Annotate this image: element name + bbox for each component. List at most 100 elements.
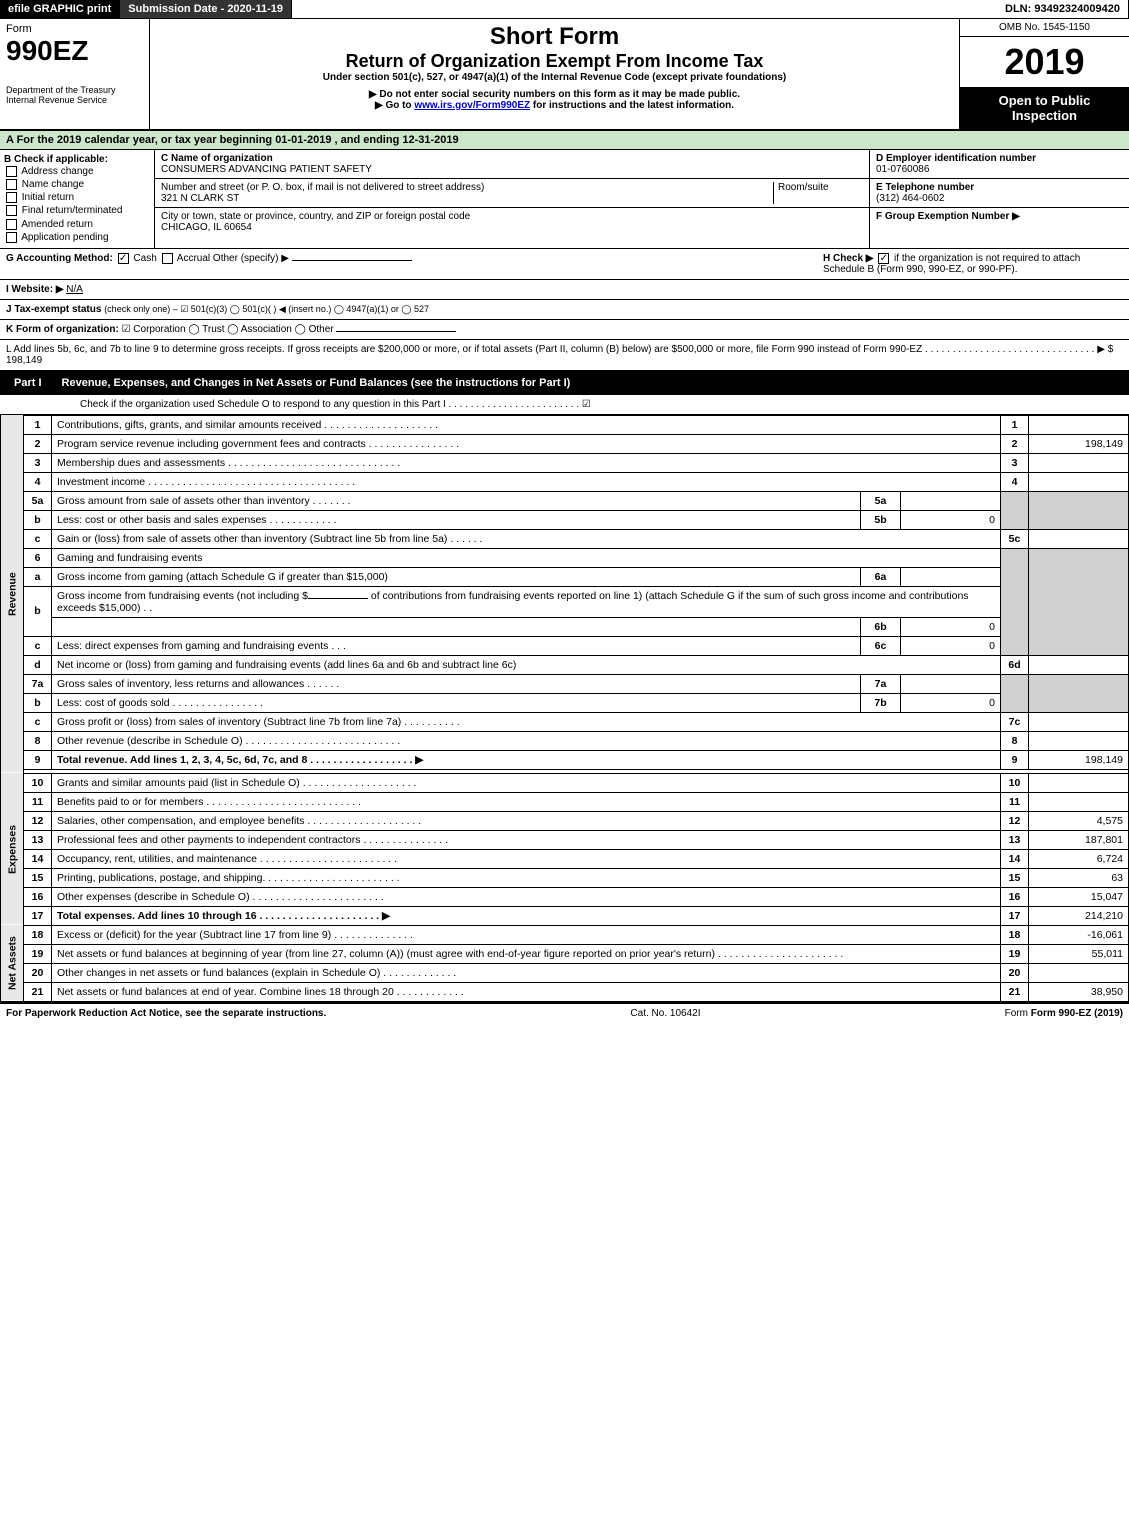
cash-label: Cash <box>133 253 156 264</box>
section-j-detail: (check only one) – ☑ 501(c)(3) ◯ 501(c)(… <box>104 304 429 314</box>
section-d: D Employer identification number 01-0760… <box>870 150 1129 179</box>
line-12: 12 Salaries, other compensation, and emp… <box>1 811 1129 830</box>
line-17-ref: 17 <box>1001 906 1029 925</box>
line-7b-sub: 7b <box>861 693 901 712</box>
check-name-change[interactable]: Name change <box>4 178 150 191</box>
line-4-text: Investment income . . . . . . . . . . . … <box>52 472 1001 491</box>
line-11-text: Benefits paid to or for members . . . . … <box>52 792 1001 811</box>
addr-label: Number and street (or P. O. box, if mail… <box>161 182 773 193</box>
line-2-amt: 198,149 <box>1029 434 1129 453</box>
form-header: Form 990EZ Department of the Treasury In… <box>0 19 1129 131</box>
line-7c-num: c <box>24 712 52 731</box>
info-block: B Check if applicable: Address change Na… <box>0 150 1129 249</box>
footer-left: For Paperwork Reduction Act Notice, see … <box>6 1008 326 1019</box>
line-5c: c Gain or (loss) from sale of assets oth… <box>1 529 1129 548</box>
line-9: 9 Total revenue. Add lines 1, 2, 3, 4, 5… <box>1 750 1129 769</box>
line-5a: 5a Gross amount from sale of assets othe… <box>1 491 1129 510</box>
line-12-amt: 4,575 <box>1029 811 1129 830</box>
line-6c: c Less: direct expenses from gaming and … <box>1 636 1129 655</box>
omb-number: OMB No. 1545-1150 <box>960 19 1129 37</box>
open-public-inspection: Open to Public Inspection <box>960 87 1129 129</box>
line-6-text: Gaming and fundraising events <box>52 548 1001 567</box>
line-16: 16 Other expenses (describe in Schedule … <box>1 887 1129 906</box>
shade-6b <box>1029 548 1129 655</box>
phone-value: (312) 464-0602 <box>876 193 1123 204</box>
line-5b: b Less: cost or other basis and sales ex… <box>1 510 1129 529</box>
section-l-text: L Add lines 5b, 6c, and 7b to line 9 to … <box>6 344 1113 355</box>
check-initial-return[interactable]: Initial return <box>4 191 150 204</box>
line-14-text: Occupancy, rent, utilities, and maintena… <box>52 849 1001 868</box>
line-17-num: 17 <box>24 906 52 925</box>
city-row: City or town, state or province, country… <box>155 208 869 236</box>
section-g-label: G Accounting Method: <box>6 253 113 264</box>
line-20-text: Other changes in net assets or fund bala… <box>52 963 1001 982</box>
line-6-num: 6 <box>24 548 52 567</box>
shade-7 <box>1001 674 1029 712</box>
side-netassets: Net Assets <box>1 925 24 1001</box>
line-1-num: 1 <box>24 415 52 434</box>
line-3-ref: 3 <box>1001 453 1029 472</box>
line-15: 15 Printing, publications, postage, and … <box>1 868 1129 887</box>
line-21: 21 Net assets or fund balances at end of… <box>1 982 1129 1001</box>
line-10-amt <box>1029 773 1129 792</box>
line-18-num: 18 <box>24 925 52 944</box>
check-cash[interactable] <box>118 253 129 264</box>
tax-year: 2019 <box>960 37 1129 87</box>
line-6b-2: 6b 0 <box>1 617 1129 636</box>
part1-table: Revenue 1 Contributions, gifts, grants, … <box>0 415 1129 1002</box>
line-5b-sub: 5b <box>861 510 901 529</box>
other-method-label: Other (specify) ▶ <box>213 253 289 264</box>
line-7a-sub: 7a <box>861 674 901 693</box>
section-f: F Group Exemption Number ▶ <box>870 208 1129 225</box>
goto-link[interactable]: www.irs.gov/Form990EZ <box>414 100 530 111</box>
line-15-amt: 63 <box>1029 868 1129 887</box>
check-amended-return[interactable]: Amended return <box>4 218 150 231</box>
line-16-ref: 16 <box>1001 887 1029 906</box>
line-11-amt <box>1029 792 1129 811</box>
submission-date: Submission Date - 2020-11-19 <box>120 0 292 18</box>
footer-mid: Cat. No. 10642I <box>630 1008 700 1019</box>
goto-pre: ▶ Go to <box>375 100 414 111</box>
line-7c-ref: 7c <box>1001 712 1029 731</box>
efile-print[interactable]: efile GRAPHIC print <box>0 0 120 18</box>
line-6a-sub: 6a <box>861 567 901 586</box>
check-address-change[interactable]: Address change <box>4 165 150 178</box>
irs-label: Internal Revenue Service <box>6 95 143 105</box>
page-footer: For Paperwork Reduction Act Notice, see … <box>0 1002 1129 1023</box>
line-7b: b Less: cost of goods sold . . . . . . .… <box>1 693 1129 712</box>
section-c-label: C Name of organization <box>161 153 372 164</box>
subtitle: Under section 501(c), 527, or 4947(a)(1)… <box>160 72 949 83</box>
line-7a-num: 7a <box>24 674 52 693</box>
line-19: 19 Net assets or fund balances at beginn… <box>1 944 1129 963</box>
line-5c-amt <box>1029 529 1129 548</box>
check-final-return-label: Final return/terminated <box>22 206 123 217</box>
line-1-amt <box>1029 415 1129 434</box>
check-accrual[interactable] <box>162 253 173 264</box>
line-7b-samt: 0 <box>901 693 1001 712</box>
line-19-num: 19 <box>24 944 52 963</box>
line-8: 8 Other revenue (describe in Schedule O)… <box>1 731 1129 750</box>
line-6: 6 Gaming and fundraising events <box>1 548 1129 567</box>
check-final-return[interactable]: Final return/terminated <box>4 204 150 217</box>
line-17-amt: 214,210 <box>1029 906 1129 925</box>
section-j: J Tax-exempt status (check only one) – ☑… <box>0 300 1129 320</box>
org-name: CONSUMERS ADVANCING PATIENT SAFETY <box>161 164 372 175</box>
org-name-row: C Name of organization CONSUMERS ADVANCI… <box>155 150 869 179</box>
section-k-opts: ☑ Corporation ◯ Trust ◯ Association ◯ Ot… <box>122 324 334 335</box>
line-20-amt <box>1029 963 1129 982</box>
line-7a: 7a Gross sales of inventory, less return… <box>1 674 1129 693</box>
line-5a-samt <box>901 491 1001 510</box>
line-12-num: 12 <box>24 811 52 830</box>
line-10: Expenses 10 Grants and similar amounts p… <box>1 773 1129 792</box>
line-5c-text: Gain or (loss) from sale of assets other… <box>52 529 1001 548</box>
line-21-text: Net assets or fund balances at end of ye… <box>52 982 1001 1001</box>
line-4-amt <box>1029 472 1129 491</box>
line-9-ref: 9 <box>1001 750 1029 769</box>
check-schedule-b[interactable] <box>878 253 889 264</box>
part1-title: Revenue, Expenses, and Changes in Net As… <box>62 377 1123 389</box>
line-6d-amt <box>1029 655 1129 674</box>
line-15-ref: 15 <box>1001 868 1029 887</box>
check-app-pending[interactable]: Application pending <box>4 231 150 244</box>
line-12-text: Salaries, other compensation, and employ… <box>52 811 1001 830</box>
line-15-num: 15 <box>24 868 52 887</box>
